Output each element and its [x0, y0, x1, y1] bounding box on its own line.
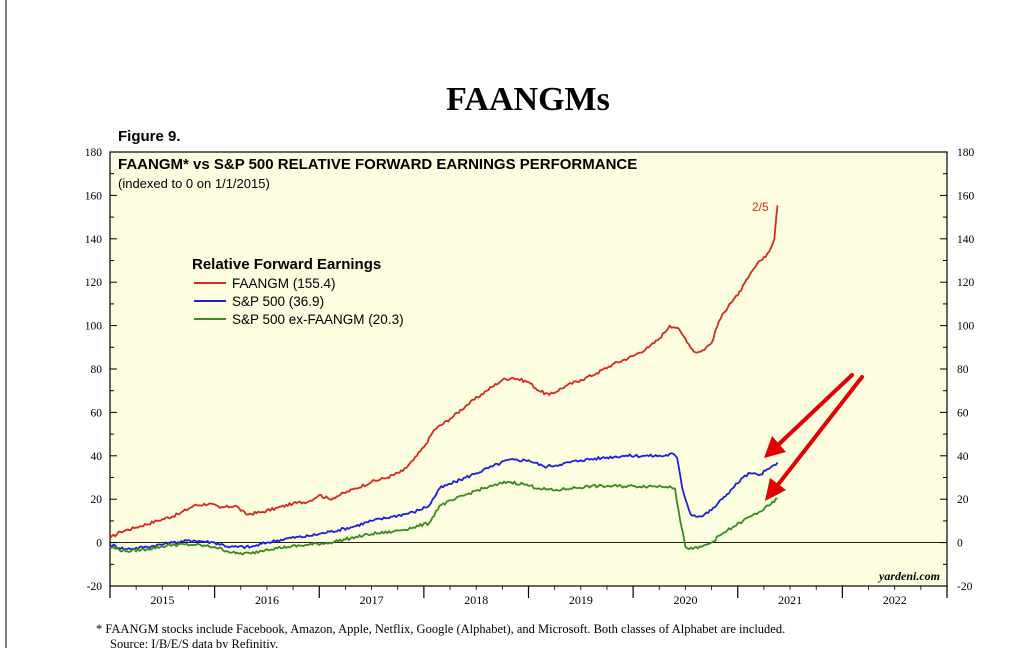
- y-tick-label-left: 60: [91, 407, 103, 419]
- series-line-sp500_ex: [109, 480, 778, 556]
- series-line-sp500: [109, 452, 779, 551]
- x-tick-label: 2016: [255, 593, 279, 607]
- x-tick-label: 2019: [569, 593, 593, 607]
- x-axis: 2015 2016 2017 2018 2019 2020 2021 2022: [109, 586, 948, 607]
- legend: Relative Forward Earnings FAANGM (155.4)…: [192, 256, 404, 327]
- y-tick-label-right: 40: [957, 451, 969, 463]
- chart-title: FAANGM* vs S&P 500 RELATIVE FORWARD EARN…: [118, 156, 637, 173]
- y-tick-label-left: 100: [85, 321, 103, 333]
- y-tick-label-right: -20: [957, 581, 973, 593]
- y-axis-right: -20 0 20 40 60 80 100 120 140 160 180: [940, 147, 975, 593]
- arrow-lower-shaft: [775, 375, 864, 488]
- x-tick-label: 2021: [778, 593, 802, 607]
- series-lines: [109, 205, 779, 556]
- x-tick-label: 2022: [883, 593, 907, 607]
- x-tick-label: 2020: [673, 593, 697, 607]
- annotation-arrows: [764, 373, 864, 501]
- y-tick-label-left: -20: [87, 581, 103, 593]
- end-date-label: 2/5: [752, 200, 769, 214]
- legend-entry-sp500-ex: S&P 500 ex-FAANGM (20.3): [232, 312, 404, 327]
- page-title: FAANGMs: [446, 81, 610, 118]
- legend-title: Relative Forward Earnings: [192, 256, 381, 273]
- chart-subtitle: (indexed to 0 on 1/1/2015): [118, 176, 270, 191]
- y-tick-label-right: 160: [957, 190, 975, 202]
- legend-entry-faangm: FAANGM (155.4): [232, 276, 336, 291]
- arrow-lower-head: [765, 478, 786, 501]
- y-tick-label-right: 100: [957, 321, 975, 333]
- y-tick-label-right: 180: [957, 147, 975, 159]
- y-tick-label-right: 140: [957, 234, 975, 246]
- y-tick-label-left: 180: [85, 147, 103, 159]
- y-tick-label-left: 160: [85, 190, 103, 202]
- y-tick-label-left: 20: [91, 494, 103, 506]
- x-tick-label: 2017: [360, 593, 384, 607]
- y-tick-label-right: 20: [957, 494, 969, 506]
- y-tick-label-left: 120: [85, 277, 103, 289]
- y-tick-label-left: 140: [85, 234, 103, 246]
- y-tick-label-left: 0: [96, 538, 102, 550]
- source-text: Source: I/B/E/S data by Refinitiv.: [110, 637, 278, 648]
- plot-area: [109, 151, 948, 587]
- y-tick-label-left: 80: [91, 364, 103, 376]
- series-line-faangm: [109, 205, 779, 539]
- arrow-upper-shaft: [776, 373, 854, 447]
- x-tick-label: 2015: [150, 593, 174, 607]
- y-tick-label-right: 60: [957, 407, 969, 419]
- figure-label: Figure 9.: [118, 128, 181, 145]
- arrow-upper-head: [764, 436, 786, 458]
- footnote-text: * FAANGM stocks include Facebook, Amazon…: [96, 622, 785, 636]
- y-axis-left: -20 0 20 40 60 80 100 120 140 160 180: [85, 147, 117, 593]
- x-tick-label: 2018: [464, 593, 488, 607]
- y-tick-label-right: 120: [957, 277, 975, 289]
- y-tick-label-right: 0: [957, 538, 963, 550]
- watermark: yardeni.com: [877, 569, 940, 583]
- legend-entry-sp500: S&P 500 (36.9): [232, 294, 324, 309]
- y-tick-label-left: 40: [91, 451, 103, 463]
- y-tick-label-right: 80: [957, 364, 969, 376]
